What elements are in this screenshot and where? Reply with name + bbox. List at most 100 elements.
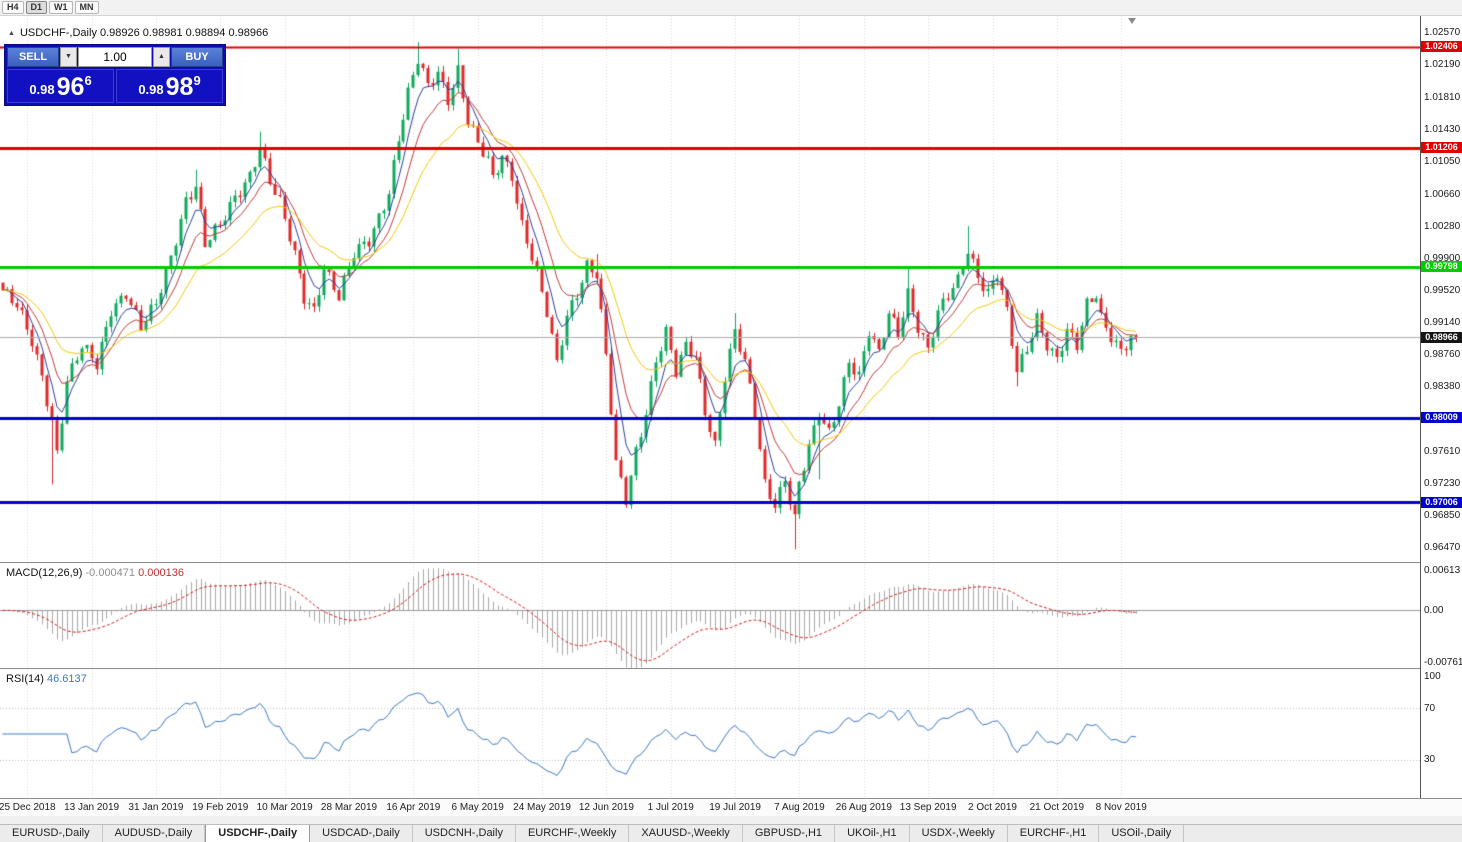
- macd-value-signal: 0.000136: [138, 567, 184, 579]
- timeframe-button-mn[interactable]: MN: [74, 1, 99, 14]
- chart-tab-gbpusd-h1[interactable]: GBPUSD-,H1: [742, 825, 836, 842]
- chart-tab-usdchf-daily[interactable]: USDCHF-,Daily: [205, 825, 311, 842]
- rsi-axis-tick: 70: [1424, 703, 1436, 714]
- buy-price-sup: 9: [193, 73, 201, 88]
- date-axis-label: 13 Sep 2019: [899, 802, 957, 813]
- price-axis-tick: 0.96470: [1424, 542, 1461, 553]
- chart-tab-bar: EURUSD-,Daily AUDUSD-,Daily USDCHF-,Daily U…: [0, 824, 1462, 842]
- price-axis-tick: 1.01050: [1424, 156, 1461, 167]
- price-axis[interactable]: 1.02570 1.02190 1.01810 1.01430 1.01050 1.006…: [1420, 16, 1462, 798]
- date-axis-label: 6 May 2019: [451, 802, 504, 813]
- date-axis-label: 28 Mar 2019: [320, 802, 378, 813]
- date-axis[interactable]: 25 Dec 2018 13 Jan 2019 31 Jan 2019 19 Feb …: [0, 798, 1462, 816]
- price-axis-tick: 1.00660: [1424, 189, 1461, 200]
- one-click-trading-panel: SELL ▼ ▲ BUY 0.98 96 6 0.98 98 9: [4, 44, 226, 106]
- rsi-value: 46.6137: [46, 673, 87, 685]
- price-axis-tick: 1.02570: [1424, 27, 1461, 38]
- volume-decrease-icon[interactable]: ▼: [60, 47, 77, 67]
- buy-price-base: 0.98: [138, 82, 164, 97]
- macd-value-main: -0.000471: [85, 567, 136, 579]
- price-axis-tick: 0.96850: [1424, 510, 1461, 521]
- price-axis-tick: 0.99140: [1424, 317, 1461, 328]
- date-axis-label: 26 Aug 2019: [835, 802, 892, 813]
- volume-input[interactable]: [78, 47, 152, 67]
- date-axis-label: 13 Jan 2019: [64, 802, 120, 813]
- hline-price-label: 1.02406: [1421, 41, 1462, 52]
- chart-tab-usdx-weekly[interactable]: USDX-,Weekly: [909, 825, 1008, 842]
- sell-price-base: 0.98: [29, 82, 55, 97]
- timeframe-button-d1[interactable]: D1: [25, 1, 48, 14]
- sell-price-button[interactable]: 0.98 96 6: [7, 69, 114, 103]
- date-axis-label: 31 Jan 2019: [128, 802, 184, 813]
- chart-tab-usdcnh-daily[interactable]: USDCNH-,Daily: [412, 825, 516, 842]
- date-axis-label: 7 Aug 2019: [774, 802, 825, 813]
- date-axis-label: 24 May 2019: [513, 802, 571, 813]
- chart-tab-eurchf-weekly[interactable]: EURCHF-,Weekly: [515, 825, 630, 842]
- price-axis-tick: 1.01430: [1424, 124, 1461, 135]
- chart-tab-xauusd-weekly[interactable]: XAUUSD-,Weekly: [629, 825, 743, 842]
- chart-tab-usoil-daily[interactable]: USOil-,Daily: [1099, 825, 1185, 842]
- chart-tab-eurusd-daily[interactable]: EURUSD-,Daily: [0, 825, 103, 842]
- rsi-indicator-label: RSI(14) 46.6137: [6, 673, 87, 685]
- sell-button[interactable]: SELL: [7, 47, 59, 67]
- chart-tab-audusd-daily[interactable]: AUDUSD-,Daily: [102, 825, 206, 842]
- date-axis-label: 19 Jul 2019: [709, 802, 761, 813]
- timeframe-button-h4[interactable]: H4: [2, 1, 24, 14]
- macd-name: MACD(12,26,9): [6, 567, 83, 579]
- hline-price-label: 0.98009: [1421, 412, 1462, 423]
- pane-splitter[interactable]: [0, 668, 1462, 670]
- rsi-pane: RSI(14) 46.6137: [0, 670, 1420, 798]
- rsi-axis-tick: 30: [1424, 754, 1436, 765]
- pane-splitter[interactable]: [0, 562, 1462, 564]
- date-axis-label: 2 Oct 2019: [968, 802, 1017, 813]
- rsi-chart-canvas[interactable]: [0, 670, 1420, 798]
- price-axis-tick: 1.01810: [1424, 92, 1461, 103]
- hline-price-label: 1.01206: [1421, 142, 1462, 153]
- price-axis-tick: 1.00280: [1424, 221, 1461, 232]
- timeframe-button-w1[interactable]: W1: [49, 1, 73, 14]
- date-axis-label: 8 Nov 2019: [1095, 802, 1147, 813]
- date-axis-label: 12 Jun 2019: [578, 802, 634, 813]
- chart-tab-eurchf-h1[interactable]: EURCHF-,H1: [1007, 825, 1100, 842]
- macd-pane: MACD(12,26,9) -0.000471 0.000136: [0, 564, 1420, 668]
- sell-price-sup: 6: [84, 73, 92, 88]
- macd-axis-tick: -0.007612: [1424, 657, 1462, 668]
- macd-axis-tick: 0.00613: [1424, 565, 1461, 576]
- date-axis-label: 19 Feb 2019: [192, 802, 249, 813]
- chart-area: ▲ USDCHF-,Daily 0.98926 0.98981 0.98894 …: [0, 16, 1462, 824]
- price-chart-canvas[interactable]: [0, 16, 1420, 562]
- rsi-name: RSI(14): [6, 673, 44, 685]
- price-axis-tick: 0.97230: [1424, 478, 1461, 489]
- price-axis-tick: 0.98380: [1424, 381, 1461, 392]
- buy-button[interactable]: BUY: [171, 47, 223, 67]
- timeframe-toolbar: H4 D1 W1 MN: [0, 0, 1462, 16]
- hline-price-label: 0.97006: [1421, 497, 1462, 508]
- rsi-axis-tick: 100: [1424, 671, 1441, 682]
- macd-indicator-label: MACD(12,26,9) -0.000471 0.000136: [6, 567, 184, 579]
- chart-title: ▲ USDCHF-,Daily 0.98926 0.98981 0.98894 …: [8, 27, 268, 39]
- date-axis-label: 10 Mar 2019: [256, 802, 313, 813]
- chart-tab-ukoil-h1[interactable]: UKOil-,H1: [835, 825, 910, 842]
- volume-increase-icon[interactable]: ▲: [153, 47, 170, 67]
- hline-price-label: 0.99798: [1421, 261, 1462, 272]
- date-axis-label: 25 Dec 2018: [0, 802, 56, 813]
- macd-chart-canvas[interactable]: [0, 564, 1420, 668]
- buy-price-big: 98: [165, 73, 194, 101]
- price-pane: ▲ USDCHF-,Daily 0.98926 0.98981 0.98894 …: [0, 16, 1420, 562]
- sell-price-big: 96: [56, 73, 85, 101]
- date-axis-label: 1 Jul 2019: [647, 802, 694, 813]
- price-axis-tick: 0.99520: [1424, 285, 1461, 296]
- chart-shift-marker[interactable]: [1128, 18, 1136, 24]
- price-axis-tick: 0.99900: [1424, 253, 1461, 264]
- chart-title-text: USDCHF-,Daily 0.98926 0.98981 0.98894 0.…: [19, 27, 269, 39]
- chart-tab-usdcad-daily[interactable]: USDCAD-,Daily: [310, 825, 413, 842]
- current-price-label: 0.98966: [1421, 332, 1462, 343]
- date-axis-label: 21 Oct 2019: [1029, 802, 1085, 813]
- price-axis-tick: 1.02190: [1424, 59, 1461, 70]
- price-axis-tick: 0.97610: [1424, 446, 1461, 457]
- one-click-collapse-icon[interactable]: ▲: [8, 29, 15, 37]
- price-axis-tick: 0.98760: [1424, 349, 1461, 360]
- buy-price-button[interactable]: 0.98 98 9: [116, 69, 223, 103]
- date-axis-label: 16 Apr 2019: [386, 802, 441, 813]
